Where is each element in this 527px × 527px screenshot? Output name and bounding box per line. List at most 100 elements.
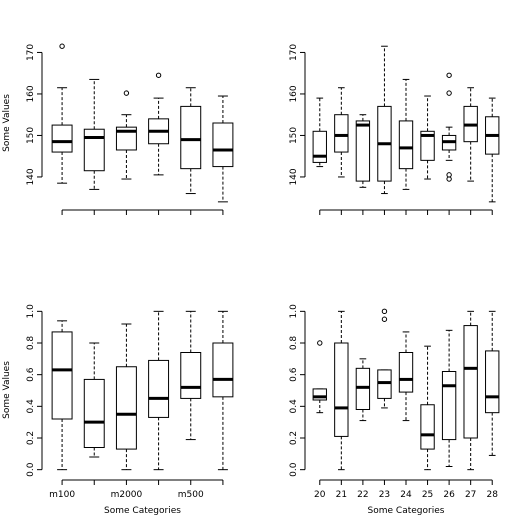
box-5 [180, 87, 202, 195]
box-9 [485, 310, 500, 456]
outlier-point [123, 90, 130, 96]
box-6 [212, 95, 234, 203]
iqr-box [420, 130, 435, 161]
iqr-box [180, 105, 202, 170]
iqr-box [83, 128, 105, 172]
box-3 [355, 358, 371, 422]
box-1 [51, 320, 73, 471]
iqr-box [51, 124, 73, 153]
y-tick-label: 0.2 [26, 431, 36, 445]
box-9 [485, 97, 500, 203]
box-2 [83, 78, 105, 190]
y-tick-label: 170 [26, 44, 36, 61]
x-tick-label: 25 [422, 490, 433, 500]
box-2 [334, 310, 349, 471]
box-7 [441, 72, 457, 182]
iqr-box [398, 120, 414, 170]
iqr-box [355, 120, 371, 182]
iqr-box [115, 366, 137, 450]
y-tick-label: 1.0 [26, 304, 36, 319]
y-tick-label: 160 [26, 85, 36, 102]
y-tick-label: 0.2 [289, 431, 299, 445]
box-1 [312, 340, 327, 414]
y-tick-label: 160 [289, 85, 299, 102]
y-tick-label: 140 [289, 168, 299, 185]
y-tick-label: 0.8 [289, 336, 299, 351]
box-4 [148, 72, 170, 176]
box-8 [463, 87, 478, 182]
box-6 [212, 310, 234, 471]
y-tick-label: 150 [26, 127, 36, 144]
box-5 [180, 310, 202, 441]
iqr-box [312, 130, 327, 163]
box-1 [312, 97, 327, 168]
outlier-point [155, 72, 162, 78]
x-tick-label: m500 [178, 490, 204, 500]
y-axis-title: Some Values [2, 361, 12, 419]
box-8 [463, 310, 478, 471]
outlier-point [381, 308, 388, 315]
iqr-box [334, 342, 349, 437]
y-tick-label: 0.4 [26, 399, 36, 414]
iqr-box [485, 350, 500, 414]
box-2 [334, 87, 349, 178]
outlier-point [381, 316, 388, 322]
x-axis-title: Some Categories [368, 506, 445, 516]
outlier-point [446, 72, 452, 78]
iqr-box [463, 325, 478, 439]
y-tick-label: 0.6 [289, 367, 299, 382]
y-axis-title: Some Values [2, 94, 12, 152]
y-tick-label: 170 [289, 44, 299, 61]
panel-1: 140 150 160 170 Some Values [2, 43, 234, 215]
iqr-box [51, 331, 73, 420]
y-tick-label: 0.6 [26, 367, 36, 382]
outlier-point [446, 90, 452, 96]
x-tick-label: 23 [379, 490, 390, 500]
y-tick-label: 0.4 [289, 399, 299, 414]
x-tick-label: m2000 [111, 490, 143, 500]
x-axis-title: Some Categories [104, 506, 181, 516]
box-5 [398, 331, 414, 422]
iqr-box [212, 122, 234, 168]
y-tick-label: 0.0 [289, 462, 299, 477]
iqr-box [115, 126, 137, 151]
iqr-box [377, 369, 392, 399]
y-tick-label: 0.0 [26, 462, 36, 477]
iqr-box [441, 371, 457, 441]
iqr-box [398, 352, 414, 393]
y-tick-label: 150 [289, 127, 299, 144]
y-tick-label: 1.0 [289, 304, 299, 319]
box-6 [420, 345, 435, 471]
box-3 [355, 114, 371, 188]
x-tick-label: 20 [314, 490, 326, 500]
box-4 [377, 45, 392, 195]
iqr-box [355, 367, 371, 411]
iqr-box [148, 359, 170, 418]
x-tick-label: 22 [357, 490, 368, 500]
box-3 [115, 90, 137, 180]
iqr-box [420, 404, 435, 450]
x-tick-label: 27 [465, 490, 476, 500]
box-3 [115, 323, 137, 471]
x-tick-label: 26 [443, 490, 455, 500]
outlier-point [446, 176, 452, 182]
box-7 [441, 329, 457, 467]
x-tick-label: m100 [49, 490, 75, 500]
iqr-box [334, 114, 349, 153]
iqr-box [83, 378, 105, 448]
x-tick-label: 21 [336, 490, 347, 500]
box-5 [398, 78, 414, 190]
panel-2: 140 150 160 170 [289, 44, 500, 215]
x-tick-label: 24 [400, 490, 412, 500]
box-2 [83, 342, 105, 458]
iqr-box [312, 388, 327, 401]
y-tick-label: 140 [26, 168, 36, 185]
y-tick-label: 0.8 [26, 336, 36, 351]
iqr-box [180, 352, 202, 399]
outlier-point [59, 43, 65, 49]
box-1 [51, 43, 73, 184]
panel-4: 0.0 0.2 0.4 0.6 0.8 1.0 20 21 22 23 24 25 26 27 28 Some… [289, 304, 500, 516]
outlier-point [317, 340, 323, 346]
box-4 [148, 310, 170, 471]
